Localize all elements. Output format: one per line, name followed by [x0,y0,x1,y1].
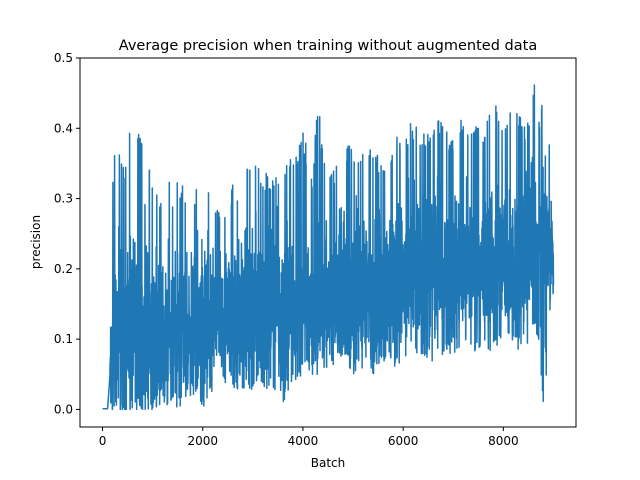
x-tick-label: 2000 [187,434,218,448]
x-tick-label: 8000 [488,434,519,448]
chart-title: Average precision when training without … [119,38,537,54]
y-axis-ticks: 0.0 0.1 0.2 0.3 0.4 0.5 [54,51,80,416]
y-tick-label: 0.0 [54,402,73,416]
x-axis-label: Batch [311,456,346,470]
y-tick-label: 0.4 [54,121,73,135]
y-tick-label: 0.1 [54,332,73,346]
y-tick-label: 0.5 [54,51,73,65]
plot-frame [79,57,577,428]
y-axis-label: precision [29,215,43,269]
x-tick-label: 6000 [388,434,419,448]
series-layer [101,84,555,411]
x-tick-label: 0 [99,434,107,448]
y-tick-label: 0.3 [54,192,73,206]
y-tick-label: 0.2 [54,262,73,276]
precision-series-line [101,84,555,411]
x-axis-ticks: 0 2000 4000 6000 8000 [99,427,519,448]
x-tick-label: 4000 [288,434,319,448]
